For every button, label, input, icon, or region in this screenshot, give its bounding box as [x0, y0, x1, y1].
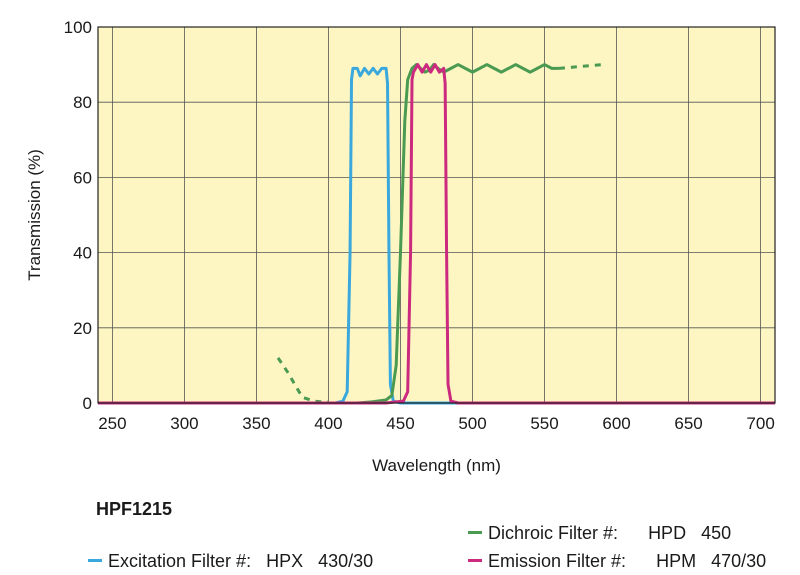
- legend-title: HPF1215: [96, 499, 173, 519]
- legend-label: Dichroic Filter #:: [488, 523, 619, 543]
- legend-code: HPX 430/30: [266, 551, 374, 571]
- x-tick-label: 500: [458, 414, 486, 433]
- x-tick-labels: 250 300 350 400 450 500 550 600 650 700: [98, 414, 775, 433]
- x-tick-label: 700: [746, 414, 774, 433]
- x-tick-label: 400: [314, 414, 342, 433]
- x-tick-label: 650: [674, 414, 702, 433]
- x-tick-label: 600: [602, 414, 630, 433]
- y-tick-label: 20: [73, 319, 92, 338]
- x-tick-label: 450: [386, 414, 414, 433]
- dichroic-filter-dashed-tail: [558, 63, 603, 70]
- x-tick-label: 550: [530, 414, 558, 433]
- x-axis-label: Wavelength (nm): [372, 456, 501, 475]
- y-tick-label: 60: [73, 168, 92, 187]
- y-tick-label: 40: [73, 244, 92, 263]
- legend-item-dichroic: Dichroic Filter #: HPD 450: [458, 500, 731, 544]
- y-tick-label: 80: [73, 93, 92, 112]
- emission-filter-line: [98, 63, 775, 405]
- excitation-swatch: [88, 558, 103, 562]
- legend-item-emission: Emission Filter #: HPM 470/30: [458, 528, 766, 572]
- plot-area: [98, 27, 775, 403]
- legend-label: Excitation Filter #:: [108, 551, 252, 571]
- plot-frame: [97, 26, 776, 404]
- x-tick-label: 300: [170, 414, 198, 433]
- y-axis-label: Transmission (%): [25, 149, 44, 281]
- excitation-filter-line: [98, 66, 775, 405]
- emission-swatch: [468, 558, 483, 562]
- x-tick-label: 250: [98, 414, 126, 433]
- legend-code: HPD 450: [648, 523, 732, 543]
- legend-item-excitation: Excitation Filter #: HPX 430/30: [78, 528, 373, 572]
- transmission-chart: 250 300 350 400 450 500 550 600 650 700 0 20 40 60 80…: [25, 18, 776, 475]
- y-tick-label: 100: [64, 18, 92, 37]
- y-tick-labels: 0 20 40 60 80 100: [64, 18, 92, 413]
- series-lines: [98, 63, 775, 405]
- x-tick-label: 350: [242, 414, 270, 433]
- legend-label: Emission Filter #:: [488, 551, 627, 571]
- y-tick-label: 0: [83, 394, 92, 413]
- legend-code: HPM 470/30: [656, 551, 767, 571]
- dichroic-swatch: [468, 530, 483, 534]
